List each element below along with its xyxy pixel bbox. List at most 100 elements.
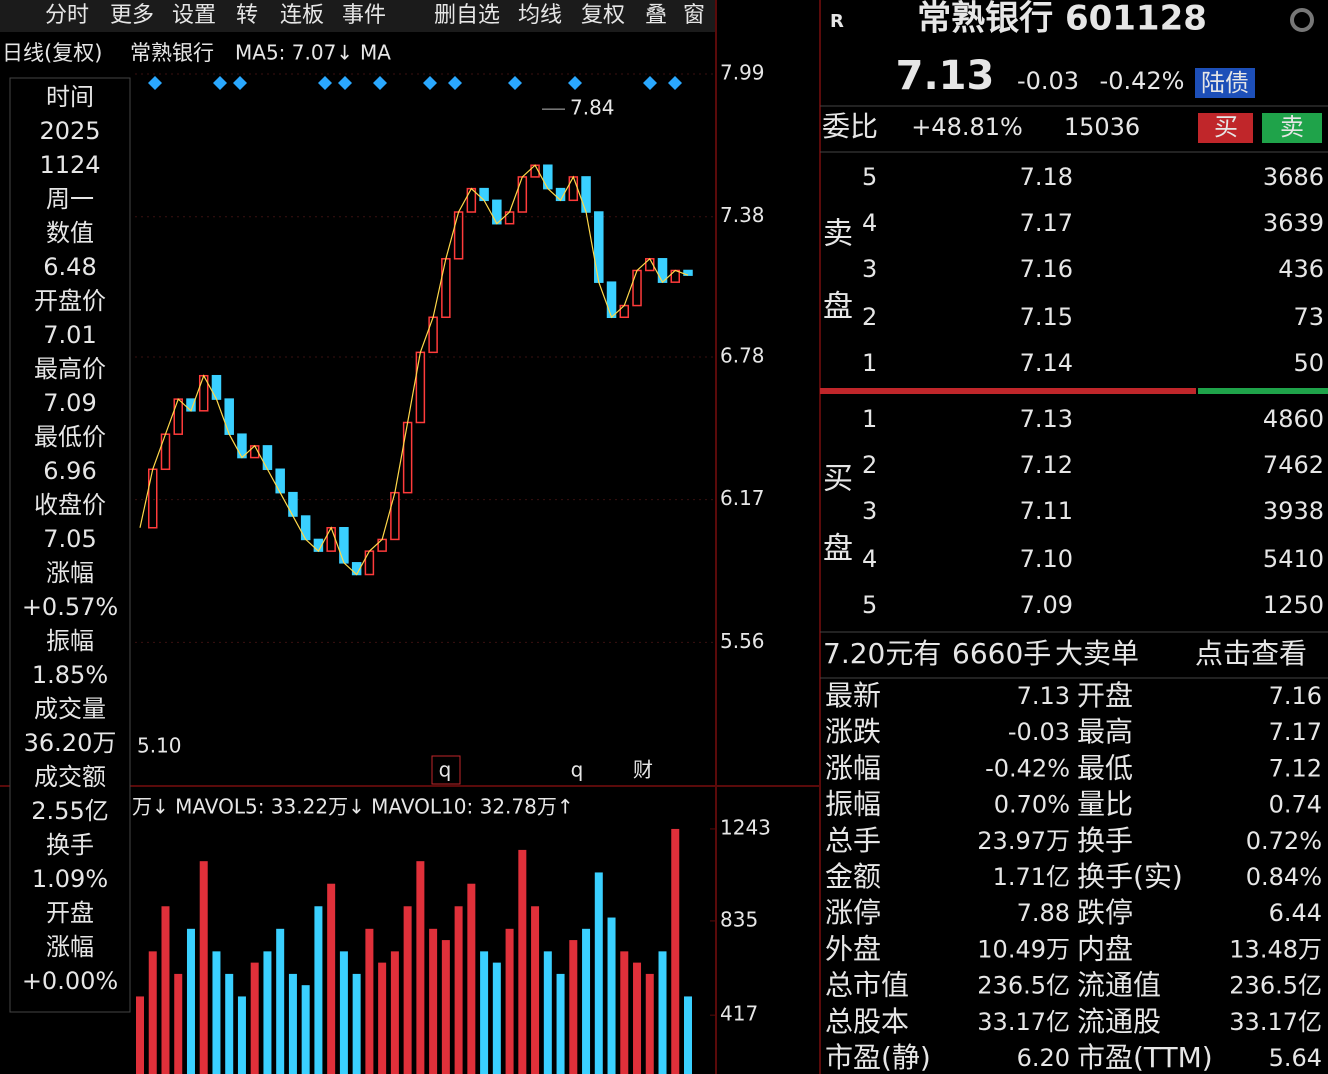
low-label: 5.10 xyxy=(137,734,182,758)
stat-value: 33.17亿 xyxy=(977,1008,1070,1036)
info-item: 1.09% xyxy=(32,865,108,893)
toolbar-item[interactable]: 删自选 xyxy=(434,3,500,28)
buy-button-label[interactable]: 买 xyxy=(1214,113,1238,141)
toolbar-item[interactable]: 叠 xyxy=(645,3,667,28)
stat-value: -0.42% xyxy=(985,754,1070,782)
stat-label: 开盘 xyxy=(1077,679,1133,712)
stat-label: 换手(实) xyxy=(1077,860,1183,893)
info-item: 36.20万 xyxy=(24,729,117,757)
stat-label: 涨跌 xyxy=(825,715,881,748)
volume-bar xyxy=(454,906,463,1074)
toolbar-item[interactable]: 分时 xyxy=(45,3,89,28)
info-item: 7.01 xyxy=(43,321,96,349)
candle xyxy=(364,550,375,576)
bid-bar xyxy=(1198,388,1328,394)
candle xyxy=(147,468,158,529)
candle xyxy=(262,445,273,471)
volume-bar xyxy=(136,996,144,1074)
candle xyxy=(619,304,630,319)
book-level: 5 xyxy=(862,591,877,619)
settings-icon[interactable] xyxy=(1290,8,1314,32)
vol-tick-label: 835 xyxy=(720,907,758,931)
info-item: 换手 xyxy=(46,831,94,859)
stat-value: 10.49万 xyxy=(977,935,1070,963)
candle xyxy=(211,374,222,400)
book-level: 4 xyxy=(862,545,877,573)
candle xyxy=(224,398,234,435)
volume-bar xyxy=(505,928,514,1074)
info-item: 数值 xyxy=(46,219,94,247)
stat-value: 5.64 xyxy=(1269,1044,1322,1072)
volume-bar xyxy=(543,951,552,1074)
change-pct: -0.42% xyxy=(1100,67,1185,95)
book-volume: 436 xyxy=(1278,255,1324,283)
volume-bar xyxy=(441,940,450,1074)
volume-bar xyxy=(607,917,616,1074)
event-marker: 财 xyxy=(633,758,653,782)
candle xyxy=(339,526,349,564)
toolbar-item[interactable]: 复权 xyxy=(581,3,625,28)
volume-bar xyxy=(658,951,667,1074)
info-item: 7.09 xyxy=(43,389,96,417)
book-side-label: 卖 xyxy=(823,217,853,252)
book-price: 7.10 xyxy=(1020,545,1073,573)
candle xyxy=(517,176,528,213)
candle xyxy=(453,211,464,260)
toolbar-item[interactable]: 设置 xyxy=(172,3,216,28)
stat-label: 跌停 xyxy=(1077,896,1133,929)
volume-bar xyxy=(301,985,310,1074)
book-price: 7.15 xyxy=(1020,303,1073,331)
event-marker: q xyxy=(439,758,452,782)
stat-label: 涨停 xyxy=(825,896,881,929)
volume-bar xyxy=(186,928,195,1074)
last-price: 7.13 xyxy=(896,53,995,99)
candle xyxy=(466,187,477,213)
info-item: 2.55亿 xyxy=(31,797,108,825)
sell-button-label[interactable]: 卖 xyxy=(1280,113,1304,141)
volume-bar xyxy=(403,906,412,1074)
y-tick-label: 5.56 xyxy=(720,629,765,653)
book-volume: 5410 xyxy=(1263,545,1324,573)
book-price: 7.14 xyxy=(1020,349,1073,377)
info-item: 涨幅 xyxy=(46,559,94,587)
big-order-text[interactable]: 点击查看 xyxy=(1195,637,1307,670)
info-panel xyxy=(9,77,131,1013)
toolbar-item[interactable]: 均线 xyxy=(518,3,562,28)
toolbar-item[interactable]: 事件 xyxy=(342,3,386,28)
chart-period: 日线(复权) xyxy=(2,41,102,65)
volume-bar xyxy=(288,973,297,1074)
book-volume: 3686 xyxy=(1263,163,1324,191)
ma-next-label: MA xyxy=(360,41,391,65)
ma5-label: MA5: 7.07↓ xyxy=(235,41,353,65)
candle xyxy=(504,211,515,225)
book-level: 1 xyxy=(862,349,877,377)
stat-value: 0.74 xyxy=(1269,791,1322,819)
volume-bar xyxy=(671,828,680,1074)
volume-bar xyxy=(531,906,540,1074)
stat-value: 6.44 xyxy=(1269,899,1322,927)
volume-bar xyxy=(556,973,565,1074)
sell-button[interactable] xyxy=(1262,113,1322,143)
candle xyxy=(160,433,171,471)
volume-bar xyxy=(429,928,438,1074)
toolbar-item[interactable]: 转 xyxy=(236,3,258,28)
book-side-label: 盘 xyxy=(823,290,853,325)
info-item: 涨幅 xyxy=(46,933,94,961)
event-marker: q xyxy=(571,758,584,782)
volume-bar xyxy=(161,906,170,1074)
toolbar-item[interactable]: 更多 xyxy=(110,3,154,28)
info-item: 开盘 xyxy=(46,899,94,927)
info-item: 振幅 xyxy=(46,627,94,655)
stat-value: 0.84% xyxy=(1246,863,1322,891)
buy-button[interactable] xyxy=(1198,113,1253,143)
toolbar-item[interactable]: 连板 xyxy=(280,3,324,28)
volume-bar xyxy=(276,928,285,1074)
volume-bar xyxy=(339,951,348,1074)
stat-value: 33.17亿 xyxy=(1229,1008,1322,1036)
candle xyxy=(606,281,617,319)
toolbar-item[interactable]: 窗 xyxy=(683,3,705,28)
stock-title: 常熟银行 601128 xyxy=(917,0,1207,39)
book-volume: 7462 xyxy=(1263,451,1324,479)
volume-bar xyxy=(480,951,489,1074)
